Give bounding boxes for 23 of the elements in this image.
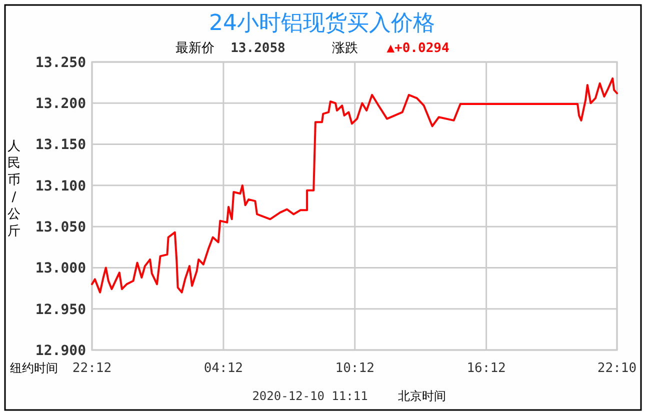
text: 最新价 <box>176 41 214 56</box>
y-tick-label: 13.100 <box>35 178 86 194</box>
y-axis-title: 人民币/公斤 <box>8 139 20 239</box>
text: 北京时间 <box>398 389 446 403</box>
y-tick-label: 12.950 <box>35 302 86 318</box>
y-tick-label: 13.250 <box>35 54 86 71</box>
line-series <box>91 77 618 294</box>
text: 13.2058 <box>230 41 286 56</box>
x-tick-label: 22:10 <box>597 361 637 376</box>
text: 纽约时间 <box>10 361 58 375</box>
text: ▲+0.0294 <box>386 41 450 56</box>
text: 2020-12-10 11:11 <box>252 389 368 403</box>
y-tick-label: 13.000 <box>35 260 86 277</box>
chart-title: 24小时铝现货买入价格 <box>209 11 435 36</box>
text: 涨跌 <box>332 41 358 56</box>
y-tick-label: 13.150 <box>35 137 86 154</box>
x-tick-label: 22:12 <box>72 361 112 376</box>
y-tick-label: 12.900 <box>35 342 86 359</box>
x-tick-label: 16:12 <box>466 361 506 376</box>
x-tick-label: 04:12 <box>204 361 244 376</box>
y-tick-label: 13.050 <box>35 219 86 236</box>
x-tick-label: 10:12 <box>335 361 374 376</box>
y-tick-label: 13.200 <box>35 96 86 112</box>
